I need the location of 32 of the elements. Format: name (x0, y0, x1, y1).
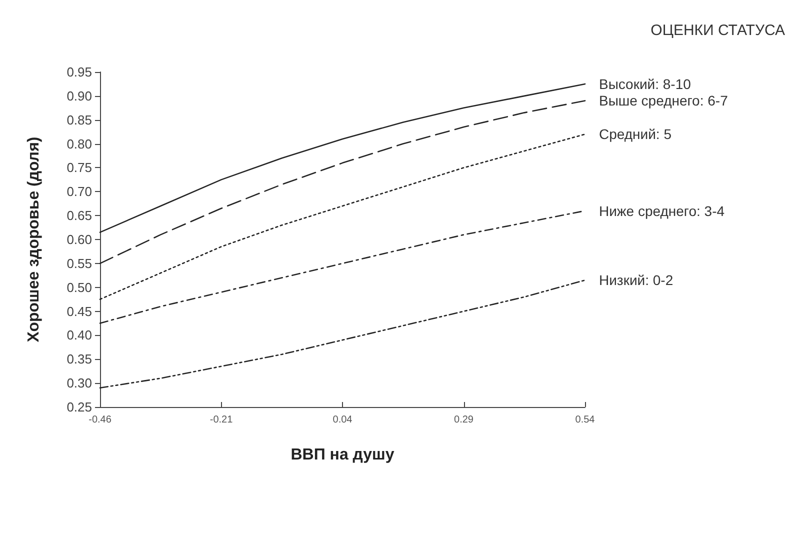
series-label: Средний: 5 (599, 126, 672, 142)
x-tick-label: -0.21 (210, 414, 234, 426)
y-tick-label: 0.50 (66, 280, 92, 295)
y-tick-label: 0.30 (66, 376, 92, 391)
y-tick-label: 0.35 (66, 352, 92, 367)
y-tick-label: 0.65 (66, 208, 92, 224)
legend-title: ОЦЕНКИ СТАТУСА (650, 22, 786, 39)
series-label: Высокий: 8-10 (599, 76, 692, 92)
x-tick-label: 0.04 (332, 414, 353, 426)
x-tick-label: 0.29 (454, 414, 474, 426)
y-tick-label: 0.85 (66, 112, 92, 128)
y-tick-label: 0.60 (66, 232, 92, 247)
line-series (99, 280, 586, 389)
series-label: Ниже среднего: 3-4 (599, 202, 725, 219)
y-tick-label: 0.90 (66, 88, 92, 104)
series-label: Выше среднего: 6-7 (599, 92, 728, 109)
x-axis-title: ВВП на душу (290, 446, 394, 464)
y-tick-label: 0.80 (66, 136, 92, 152)
y-axis-title: Хорошее здоровье (доля) (26, 136, 42, 342)
y-tick-label: 0.70 (66, 184, 92, 200)
y-tick-label: 0.25 (66, 400, 92, 414)
series-label: Низкий: 0-2 (599, 272, 674, 288)
y-tick-label: 0.75 (66, 160, 92, 176)
y-tick-label: 0.45 (66, 304, 92, 319)
x-tick-label: -0.46 (88, 414, 112, 426)
x-tick-label: 0.54 (575, 414, 596, 426)
line-series (99, 83, 586, 233)
line-series (99, 100, 586, 264)
y-tick-label: 0.40 (66, 328, 92, 343)
y-tick-label: 0.95 (66, 64, 92, 80)
line-series (99, 134, 586, 300)
y-tick-label: 0.55 (66, 256, 92, 271)
